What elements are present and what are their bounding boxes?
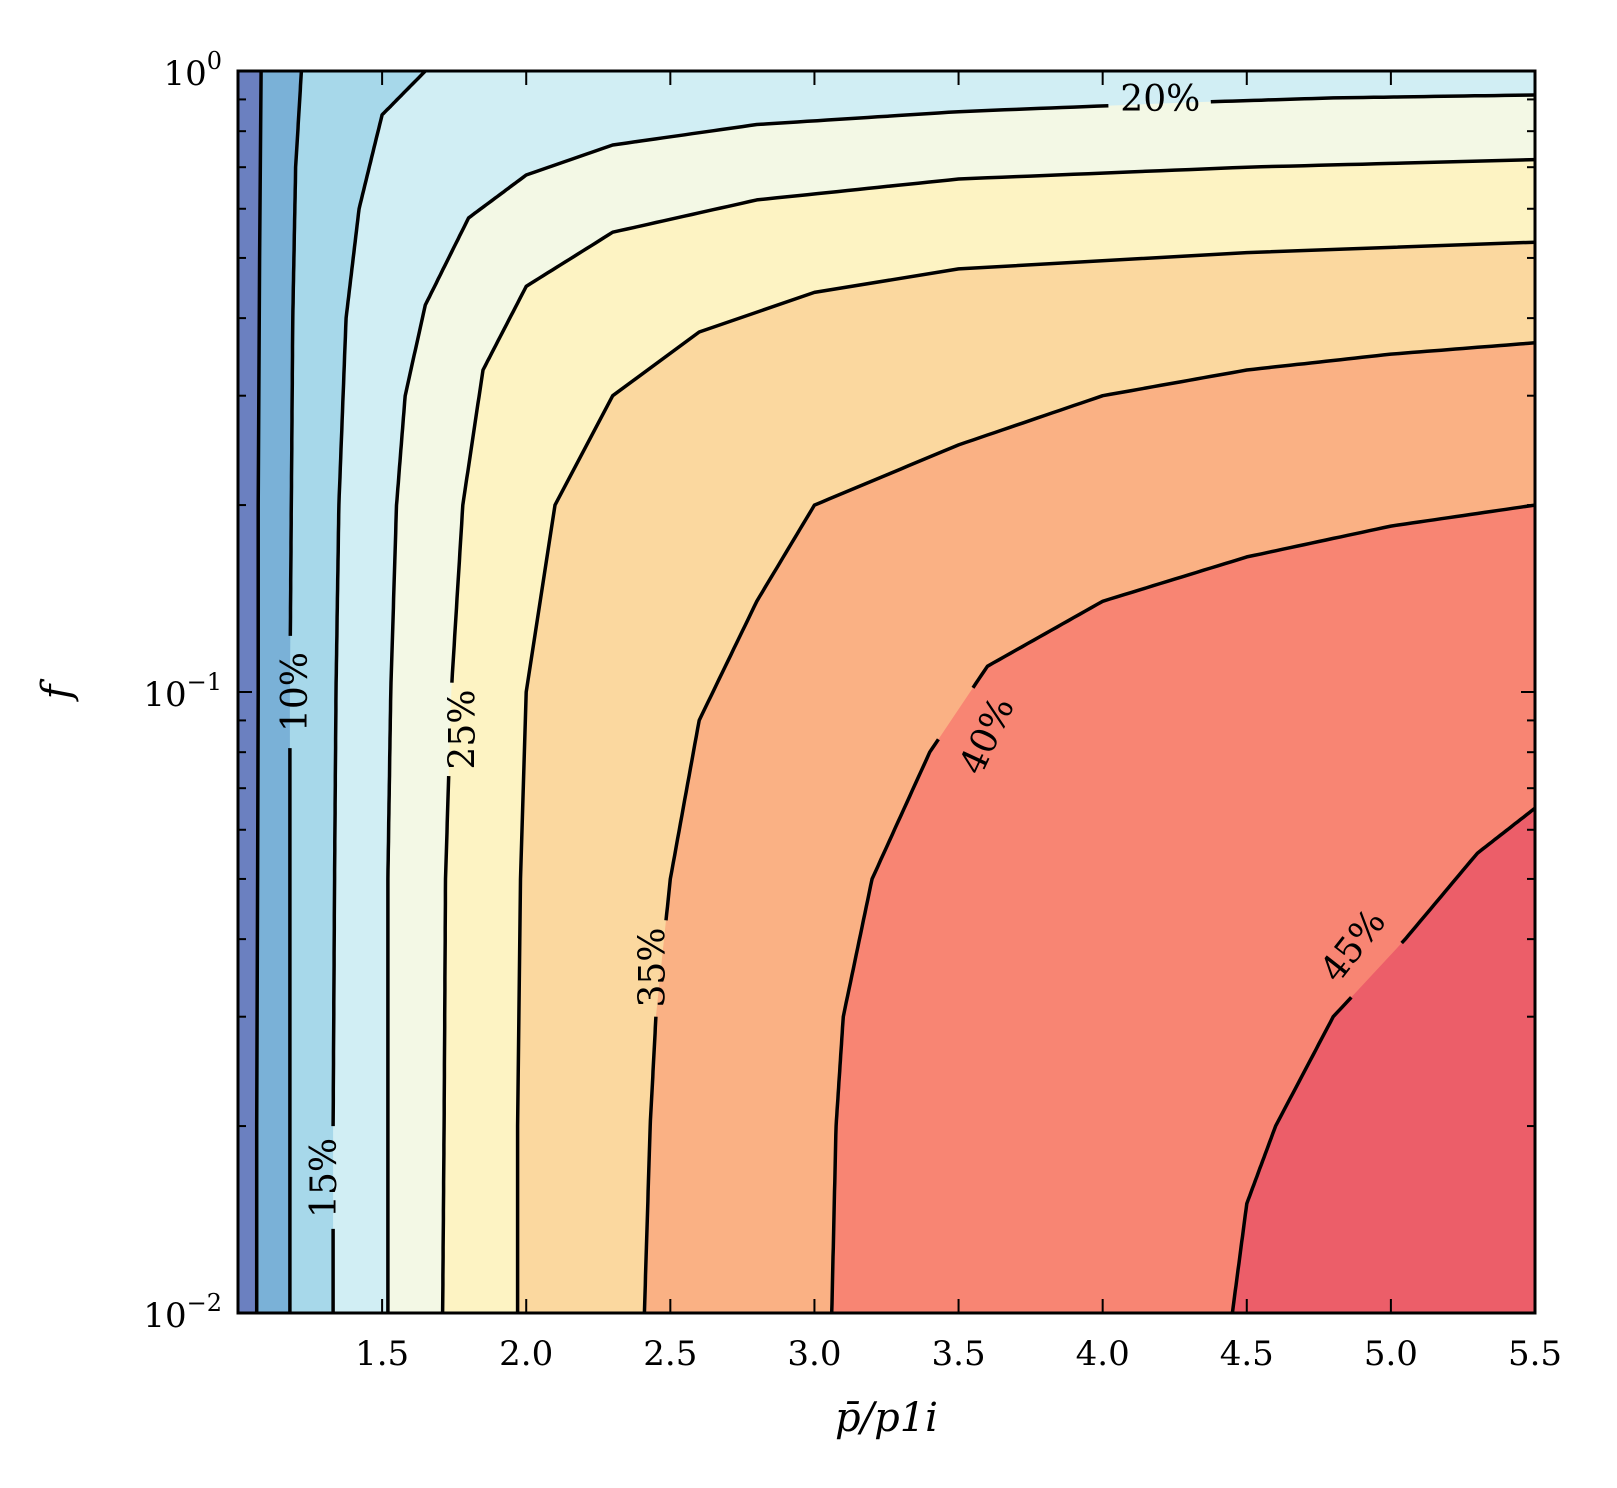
x-tick-label: 5.5: [1508, 1334, 1562, 1374]
x-tick-label: 2.5: [643, 1334, 697, 1374]
contour-line-35: [664, 341, 1535, 921]
x-tick-label: 3.5: [932, 1334, 986, 1374]
contour-label-20: 20%: [1120, 79, 1200, 120]
x-tick-label: 2.0: [499, 1334, 553, 1374]
contour-label-15: 15%: [304, 1138, 345, 1218]
contour-line-45: [1400, 806, 1535, 945]
contour-line-5: [254, 71, 263, 1313]
contour-line-20-part1: [386, 103, 1109, 1313]
y-tick-labels: 10−2 10−1 100: [143, 47, 222, 1336]
x-tick-label: 4.0: [1076, 1334, 1130, 1374]
x-tick-label: 5.0: [1364, 1334, 1418, 1374]
contour-line-30: [515, 240, 1535, 1313]
x-tick-label: 3.0: [787, 1334, 841, 1374]
contour-line-20: [1210, 93, 1535, 104]
x-tick-label: 4.5: [1220, 1334, 1274, 1374]
contour-line-25-part1: [440, 776, 451, 1313]
contour-label-35: 35%: [633, 928, 674, 1008]
contour-line-35-part1: [642, 1016, 658, 1313]
y-tick-label: 10−2: [143, 1289, 222, 1336]
x-axis-label: p̄/p1i: [835, 1395, 938, 1441]
axis-ticks: [238, 70, 1536, 1314]
y-axis-label: f: [34, 678, 80, 702]
y-tick-label: 10−1: [143, 668, 222, 715]
contour-label-25: 25%: [442, 690, 483, 770]
contour-lines: [254, 71, 1535, 1313]
x-tick-labels: 1.5 2.0 2.5 3.0 3.5 4.0 4.5 5.0 5.5: [355, 1334, 1562, 1374]
contour-line-40-part1: [829, 738, 940, 1313]
band-gt45: [1232, 808, 1535, 1313]
contour-labels: 10%15%20%25%35%40%45%: [275, 79, 1394, 1218]
contour-line-45-part1: [1230, 996, 1353, 1313]
contour-fills: [238, 71, 1535, 1313]
contour-line-10: [288, 71, 304, 636]
contour-label-10: 10%: [275, 652, 316, 732]
contour-line-25: [450, 157, 1535, 683]
contour-line-40: [971, 503, 1535, 689]
y-tick-label: 100: [163, 47, 222, 94]
contour-line-15: [331, 71, 427, 1127]
x-tick-label: 1.5: [355, 1334, 409, 1374]
